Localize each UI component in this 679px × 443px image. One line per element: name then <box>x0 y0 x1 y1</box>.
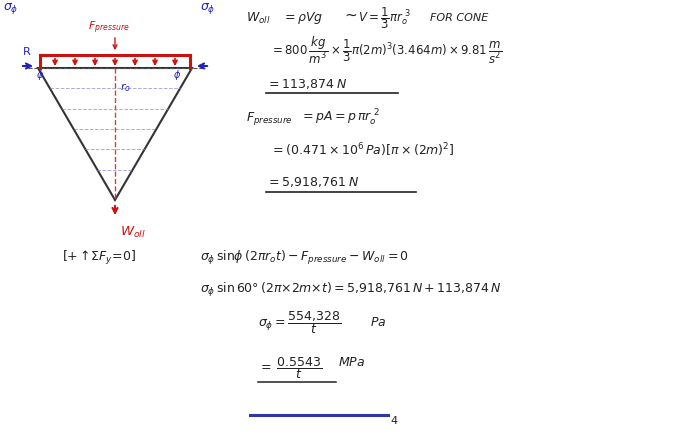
Text: $4$: $4$ <box>390 414 399 426</box>
Text: $= 5{,}918{,}761\; N$: $= 5{,}918{,}761\; N$ <box>266 175 359 189</box>
Text: $V=\dfrac{1}{3}\pi r_o^{\ 3}$: $V=\dfrac{1}{3}\pi r_o^{\ 3}$ <box>358 5 411 31</box>
Text: $= 113{,}874\; N$: $= 113{,}874\; N$ <box>266 77 348 91</box>
Text: $W_{oll}$: $W_{oll}$ <box>246 11 270 26</box>
Text: $= (0.471 \times 10^6\,Pa)[\pi \times (2m)^2]$: $= (0.471 \times 10^6\,Pa)[\pi \times (2… <box>270 141 455 159</box>
Text: $MPa$: $MPa$ <box>338 355 365 369</box>
Text: FOR CONE: FOR CONE <box>430 13 488 23</box>
Text: $W_{oll}$: $W_{oll}$ <box>120 225 146 240</box>
Text: $= pA = p\,\pi r_o^{\ 2}$: $= pA = p\,\pi r_o^{\ 2}$ <box>300 108 380 128</box>
Text: $\sigma_\phi\,\mathrm{sin}\phi\,(2\pi r_o t) - F_{pressure} - W_{oll} = 0$: $\sigma_\phi\,\mathrm{sin}\phi\,(2\pi r_… <box>200 249 409 267</box>
Text: $Pa$: $Pa$ <box>370 316 386 330</box>
Text: $= 800\,\dfrac{kg}{m^3} \times \dfrac{1}{3}\pi(2m)^3(3.464m) \times 9.81\,\dfrac: $= 800\,\dfrac{kg}{m^3} \times \dfrac{1}… <box>270 34 502 66</box>
Text: $F_{pressure}$: $F_{pressure}$ <box>88 20 130 36</box>
Text: $r_o$: $r_o$ <box>120 82 131 94</box>
Text: $\phi$: $\phi$ <box>36 68 44 82</box>
Text: $=\;\dfrac{0.5543}{t}$: $=\;\dfrac{0.5543}{t}$ <box>258 355 323 381</box>
Text: $[+\uparrow\!\Sigma F_y\!=\!0]$: $[+\uparrow\!\Sigma F_y\!=\!0]$ <box>62 249 136 267</box>
Text: $\sigma_\phi$: $\sigma_\phi$ <box>3 0 18 16</box>
Text: $\sigma_\phi\,\mathrm{sin}\,60°\,(2\pi{\times}2m{\times}t) = 5{,}918{,}761\,N + : $\sigma_\phi\,\mathrm{sin}\,60°\,(2\pi{\… <box>200 281 502 299</box>
Text: $F_{pressure}$: $F_{pressure}$ <box>246 109 293 127</box>
Text: $= \rho V g$: $= \rho V g$ <box>282 10 323 26</box>
Text: $\phi$: $\phi$ <box>173 68 181 82</box>
Text: R: R <box>23 47 31 57</box>
Text: $\sigma_\phi = \dfrac{554{,}328}{t}$: $\sigma_\phi = \dfrac{554{,}328}{t}$ <box>258 310 341 336</box>
Text: $\sim$: $\sim$ <box>342 7 358 22</box>
Text: $\sigma_\phi$: $\sigma_\phi$ <box>200 0 215 16</box>
